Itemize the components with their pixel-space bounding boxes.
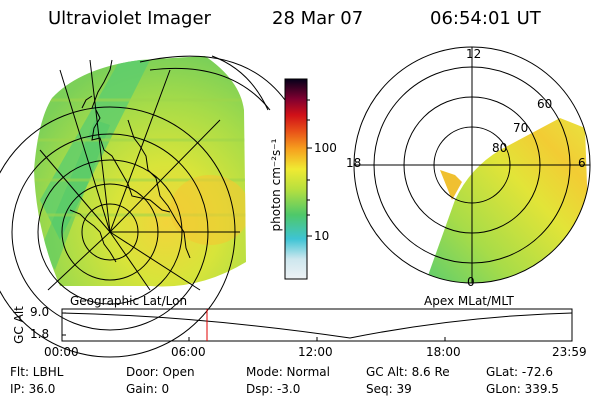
status-seq: Seq: 39 (366, 382, 412, 396)
altitude-ytick-1.8: 1.8 (30, 327, 50, 341)
mlat-label-70: 70 (513, 121, 529, 135)
time-label: 06:54:01 UT (430, 8, 541, 29)
status-dsp: Dsp: -3.0 (246, 382, 301, 396)
apex-panel-label: Apex MLat/MLT (424, 294, 514, 308)
mlat-label-80: 80 (492, 141, 508, 155)
geo-panel-label: Geographic Lat/Lon (70, 294, 188, 308)
altitude-xtick-2359: 23:59 (552, 345, 587, 359)
instrument-title: Ultraviolet Imager (48, 8, 211, 29)
status-ip: IP: 36.0 (10, 382, 56, 396)
status-mode: Mode: Normal (246, 365, 330, 379)
altitude-xtick-0000: 00:00 (44, 345, 79, 359)
status-flt: Flt: LBHL (10, 365, 64, 379)
status-glon: GLon: 339.5 (486, 382, 559, 396)
mlat-label-60: 60 (537, 97, 553, 111)
colorbar-tick-100: 100 (314, 141, 337, 155)
altitude-ytick-9: 9.0 (30, 305, 50, 319)
status-door: Door: Open (126, 365, 195, 379)
status-glat: GLat: -72.6 (486, 365, 553, 379)
status-gain: Gain: 0 (126, 382, 170, 396)
mlt-label-18: 18 (346, 156, 362, 170)
mlt-label-6: 6 (578, 156, 586, 170)
colorbar-tick-10: 10 (314, 229, 330, 243)
altitude-xtick-0600: 06:00 (171, 345, 206, 359)
mlt-label-12: 12 (466, 47, 482, 61)
mlt-label-0: 0 (467, 275, 475, 289)
altitude-xtick-1800: 18:00 (426, 345, 461, 359)
altitude-ylabel: GC Alt (12, 306, 26, 344)
status-gc-alt: GC Alt: 8.6 Re (366, 365, 450, 379)
date-label: 28 Mar 07 (272, 8, 364, 29)
altitude-xtick-1200: 12:00 (298, 345, 333, 359)
